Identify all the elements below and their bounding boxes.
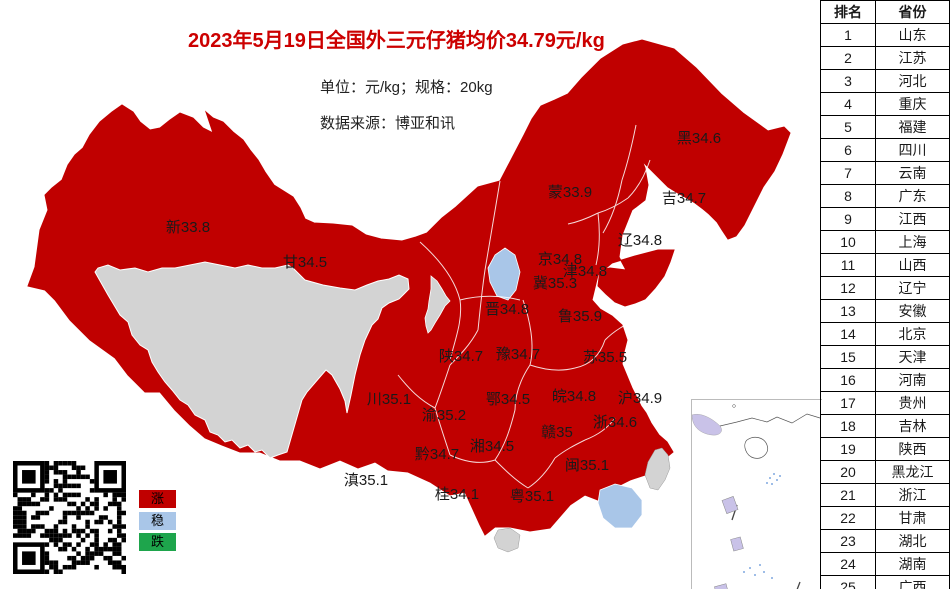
svg-text:鄂34.5: 鄂34.5 bbox=[486, 391, 530, 408]
svg-text:赣35: 赣35 bbox=[541, 424, 573, 441]
svg-text:鲁35.9: 鲁35.9 bbox=[558, 308, 602, 325]
svg-text:冀35.3: 冀35.3 bbox=[533, 275, 577, 292]
svg-text:晋34.8: 晋34.8 bbox=[485, 301, 529, 318]
svg-text:豫34.7: 豫34.7 bbox=[496, 346, 540, 363]
svg-text:湘34.5: 湘34.5 bbox=[470, 438, 514, 455]
svg-text:川35.1: 川35.1 bbox=[367, 391, 411, 408]
svg-text:渝35.2: 渝35.2 bbox=[422, 407, 466, 424]
svg-text:甘34.5: 甘34.5 bbox=[283, 254, 327, 271]
svg-text:粤35.1: 粤35.1 bbox=[510, 487, 554, 505]
svg-text:辽34.8: 辽34.8 bbox=[618, 232, 662, 249]
svg-text:皖34.8: 皖34.8 bbox=[552, 388, 596, 405]
svg-text:滇35.1: 滇35.1 bbox=[344, 472, 388, 489]
svg-text:苏35.5: 苏35.5 bbox=[583, 349, 627, 366]
svg-text:沪34.9: 沪34.9 bbox=[618, 390, 662, 407]
svg-text:新33.8: 新33.8 bbox=[166, 219, 210, 236]
svg-text:吉34.7: 吉34.7 bbox=[662, 190, 706, 207]
svg-text:黑34.6: 黑34.6 bbox=[677, 130, 721, 147]
svg-text:浙34.6: 浙34.6 bbox=[593, 414, 637, 431]
svg-text:桂34.1: 桂34.1 bbox=[435, 486, 479, 503]
svg-text:黔34.7: 黔34.7 bbox=[415, 446, 459, 463]
svg-text:陕34.7: 陕34.7 bbox=[439, 348, 483, 365]
svg-text:闽35.1: 闽35.1 bbox=[565, 457, 609, 474]
svg-text:蒙33.9: 蒙33.9 bbox=[548, 184, 592, 201]
